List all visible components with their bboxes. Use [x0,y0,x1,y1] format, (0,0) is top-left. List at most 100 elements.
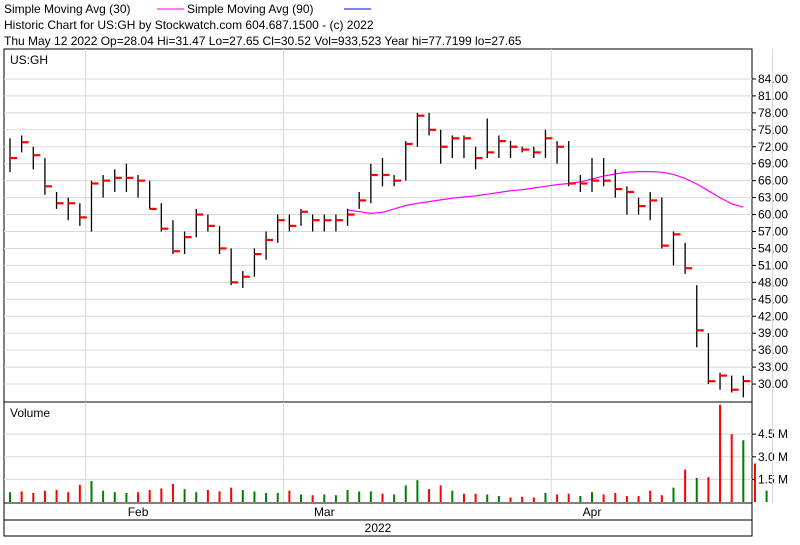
ohlc-bar [300,208,308,226]
ohlc-bar [207,214,215,232]
x-axis: FebMarAprMay 2022 [3,502,753,537]
x-month-label: Feb [128,505,149,519]
volume-bar [358,491,361,502]
volume-bar [253,491,256,502]
volume-bar [765,490,768,502]
price-tick-label: 45.00 [758,292,788,306]
ohlc-bar [486,118,495,159]
ohlc-bar [684,242,693,274]
volume-bar [602,494,605,502]
price-tick-label: 48.00 [758,275,788,289]
ohlc-bar [428,112,437,136]
price-tick-label: 75.00 [758,123,788,137]
volume-bar [439,485,442,502]
volume-bar [206,489,209,502]
ohlc-bar [719,372,728,390]
volume-bar [614,492,617,502]
ohlc-bar [160,203,169,232]
chart-header-line1: Historic Chart for US:GH by Stockwatch.c… [4,18,374,32]
ohlc-bar [323,214,332,232]
ohlc-bar [358,191,367,209]
volume-bar [113,492,116,502]
ohlc-bar [405,141,413,181]
volume-bar [102,490,105,502]
ohlc-bar [509,141,518,159]
ohlc-bar [533,146,541,159]
price-tick-label: 30.00 [758,377,788,391]
volume-bar [462,493,465,502]
ohlc-bar [230,248,239,286]
ohlc-bar [79,203,87,226]
volume-bar [300,494,302,502]
price-tick-label: 33.00 [758,360,788,374]
ohlc-bar [556,141,565,164]
volume-bar [195,492,198,502]
price-tick-label: 51.00 [758,258,788,272]
volume-bar [695,477,698,502]
volume-bar [684,469,687,502]
ohlc-bar [696,285,704,348]
price-tick-label: 66.00 [758,174,788,188]
volume-bar [451,490,454,502]
volume-bar [730,434,733,502]
volume-bar [753,463,756,502]
volume-bar [544,492,547,502]
ohlc-bar [591,158,599,192]
ohlc-bar [370,163,378,204]
ohlc-bar [346,208,355,226]
volume-bar [276,492,279,502]
volume-bar [78,484,81,502]
chart-header-line2: Thu May 12 2022 Op=28.04 Hi=31.47 Lo=27.… [4,34,522,48]
volume-tick-label: 1.5 M [758,472,788,486]
volume-bar [32,492,35,502]
ohlc-bar [440,129,448,164]
ohlc-bar [125,163,134,192]
ohlc-bar [602,158,611,187]
volume-tick-label: 4.5 M [758,427,788,441]
ohlc-bar [335,214,343,232]
ohlc-bar [521,146,530,153]
volume-bar [381,493,384,502]
volume-bar [579,495,582,502]
ohlc-bar [67,197,76,221]
ohlc-bar [183,231,192,255]
price-tick-label: 42.00 [758,309,788,323]
ohlc-bar [9,138,17,173]
ohlc-bar [661,197,669,249]
volume-bar [67,492,70,502]
ohlc-bar [707,333,716,385]
volume-bar [521,496,524,502]
price-tick-label: 72.00 [758,140,788,154]
volume-bar [288,490,291,502]
ohlc-bar [288,214,297,232]
price-tick-label: 54.00 [758,241,788,255]
price-tick-label: 78.00 [758,106,788,120]
ohlc-bar [114,169,122,192]
ohlc-bar [544,129,553,159]
ohlc-bar [649,191,658,221]
symbol-label: US:GH [10,53,48,67]
volume-bar [171,483,174,502]
volume-bar [137,492,140,502]
volume-bar [148,489,151,502]
ohlc-bar [55,191,64,209]
ohlc-bar [474,146,483,170]
volume-bar [672,487,675,502]
price-tick-label: 84.00 [758,72,788,86]
volume-bar [637,495,640,502]
ohlc-bar [277,214,285,243]
ohlc-bar [393,175,402,187]
price-tick-label: 36.00 [758,343,788,357]
ohlc-bar [579,175,588,192]
ohlc-bar [731,375,739,393]
x-year-label: 2022 [365,521,392,535]
legend-sma30-label: Simple Moving Avg (30) [4,2,131,16]
volume-bar [486,494,489,502]
ohlc-bar [626,186,634,215]
volume-bar [474,493,477,502]
ohlc-bar [149,180,157,210]
ohlc-bar [172,220,180,255]
ohlc-bar [672,231,681,266]
volume-label: Volume [10,406,50,420]
